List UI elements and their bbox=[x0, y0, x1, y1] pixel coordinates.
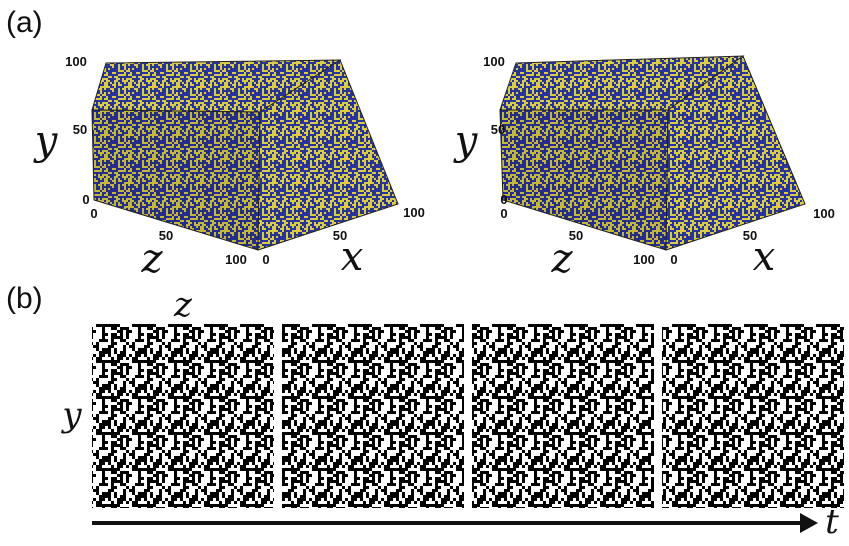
cube-1-y-tick-0: 0 bbox=[82, 192, 89, 207]
cube-2-x-tick-50: 50 bbox=[743, 228, 757, 243]
cube-2: 100 50 0 0 50 100 0 50 100 y z x bbox=[453, 54, 835, 282]
cube-2-z-axis-label: z bbox=[550, 236, 573, 282]
cube-2-x-axis-label: x bbox=[753, 234, 776, 280]
cube-1-x-tick-100: 100 bbox=[403, 205, 425, 220]
cube-1-y-tick-100: 100 bbox=[65, 54, 87, 69]
cube-2-x-tick-100: 100 bbox=[813, 206, 835, 221]
cube-1-y-axis-label: y bbox=[33, 118, 59, 164]
cube-1-shade-left bbox=[92, 110, 260, 250]
cube-1-x-axis-label: x bbox=[341, 234, 364, 280]
panel-b-y-label: y bbox=[60, 395, 82, 435]
panel-a-label: (a) bbox=[6, 6, 43, 39]
cube-2-z-tick-0: 0 bbox=[500, 206, 507, 221]
time-frame-1 bbox=[92, 324, 274, 508]
cube-2-z-tick-100: 100 bbox=[633, 252, 655, 267]
time-frame-4 bbox=[662, 324, 844, 508]
cube-2-x-tick-0: 0 bbox=[670, 252, 677, 267]
cube-2-y-tick-50: 50 bbox=[491, 122, 505, 137]
cube-1: 100 50 0 0 50 100 0 50 100 y z x bbox=[33, 54, 425, 282]
panel-b-z-label: z bbox=[173, 285, 193, 325]
cube-2-y-axis-label: y bbox=[453, 118, 479, 164]
time-frame-2 bbox=[282, 324, 464, 508]
cube-1-right-face bbox=[257, 59, 399, 251]
cube-2-right-face bbox=[665, 55, 806, 251]
cube-1-x-tick-0: 0 bbox=[262, 252, 269, 267]
cube-2-shade-left bbox=[500, 110, 668, 250]
cube-2-y-tick-0: 0 bbox=[500, 192, 507, 207]
time-arrow bbox=[92, 513, 818, 533]
time-axis-label: t bbox=[825, 502, 839, 542]
cube-1-z-tick-50: 50 bbox=[159, 228, 173, 243]
cube-1-z-axis-label: z bbox=[140, 236, 163, 282]
cube-1-y-tick-50: 50 bbox=[73, 122, 87, 137]
cube-2-y-tick-100: 100 bbox=[483, 54, 505, 69]
panel-b-label: (b) bbox=[6, 282, 43, 315]
cube-1-z-tick-0: 0 bbox=[90, 206, 97, 221]
time-frame-3 bbox=[472, 324, 654, 508]
time-arrow-head bbox=[800, 513, 818, 533]
time-frames bbox=[92, 324, 844, 508]
cube-1-x-tick-50: 50 bbox=[333, 228, 347, 243]
cube-1-z-tick-100: 100 bbox=[225, 252, 247, 267]
cube-2-z-tick-50: 50 bbox=[569, 228, 583, 243]
